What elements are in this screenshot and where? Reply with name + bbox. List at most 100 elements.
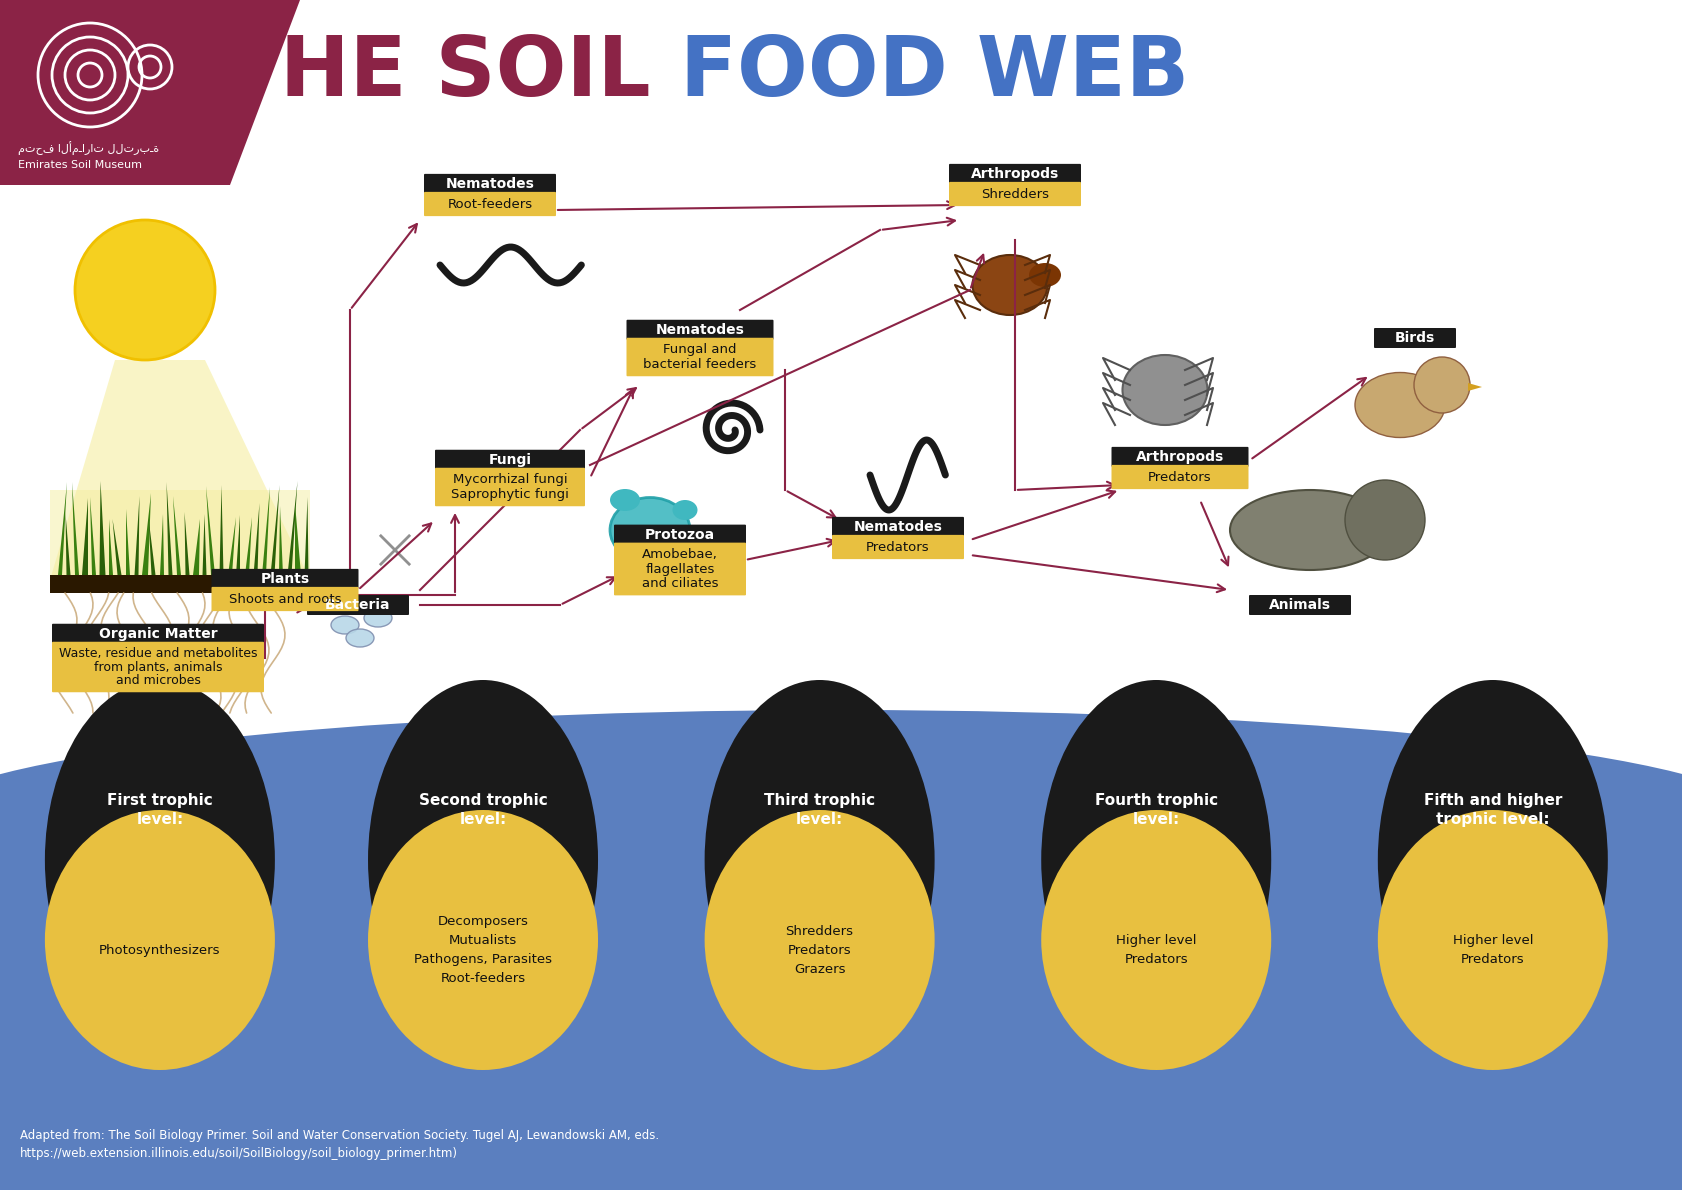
Polygon shape [113,519,121,575]
Polygon shape [205,486,215,575]
Polygon shape [294,503,301,575]
Polygon shape [0,0,299,184]
FancyBboxPatch shape [1373,328,1455,347]
Ellipse shape [368,679,597,1040]
Text: Emirates Soil Museum: Emirates Soil Museum [19,159,141,170]
Text: Organic Matter: Organic Matter [99,627,217,640]
Text: Shredders
Predators
Grazers: Shredders Predators Grazers [785,925,853,976]
Text: Fungi: Fungi [488,452,532,466]
Polygon shape [141,493,151,575]
Polygon shape [50,361,309,580]
Polygon shape [135,496,140,575]
Polygon shape [262,487,269,575]
Polygon shape [227,516,235,575]
Ellipse shape [705,679,934,1040]
Polygon shape [89,497,96,575]
Polygon shape [304,497,308,575]
Circle shape [76,220,215,361]
FancyBboxPatch shape [52,624,264,644]
Text: Protozoa: Protozoa [644,527,715,541]
Text: Arthropods: Arthropods [1135,450,1223,464]
Text: متحف الأمـارات للتربـة: متحف الأمـارات للتربـة [19,140,160,155]
FancyBboxPatch shape [831,534,964,559]
Polygon shape [1467,383,1482,392]
Polygon shape [237,515,241,575]
FancyBboxPatch shape [831,516,964,537]
FancyBboxPatch shape [50,575,309,593]
Polygon shape [72,482,79,575]
FancyBboxPatch shape [949,164,1080,184]
Polygon shape [109,519,113,575]
FancyBboxPatch shape [424,192,555,217]
Text: Third trophic
level:: Third trophic level: [764,793,875,827]
Ellipse shape [363,609,392,627]
Text: Bacteria: Bacteria [325,599,390,612]
Text: Higher level
Predators: Higher level Predators [1115,934,1196,966]
Text: Second trophic
level:: Second trophic level: [419,793,547,827]
Ellipse shape [1041,810,1270,1070]
Text: Animals: Animals [1268,599,1330,612]
Ellipse shape [1354,372,1445,438]
Text: Adapted from: The Soil Biology Primer. Soil and Water Conservation Society. Tuge: Adapted from: The Soil Biology Primer. S… [20,1129,659,1160]
Text: FOOD WEB: FOOD WEB [680,31,1189,113]
Polygon shape [193,519,200,575]
Circle shape [1413,357,1468,413]
FancyBboxPatch shape [949,182,1080,206]
Polygon shape [185,512,190,575]
Text: Nematodes: Nematodes [853,520,942,534]
Text: Nematodes: Nematodes [656,322,743,337]
Ellipse shape [609,489,639,511]
Polygon shape [288,481,298,575]
Text: and ciliates: and ciliates [641,577,718,590]
Text: Amobebae,: Amobebae, [641,549,718,562]
Text: Waste, residue and metabolites: Waste, residue and metabolites [59,647,257,660]
Ellipse shape [1028,263,1060,287]
Text: Predators: Predators [866,540,928,553]
Ellipse shape [0,710,1682,931]
Polygon shape [50,490,309,580]
Polygon shape [57,482,67,575]
Text: Arthropods: Arthropods [971,167,1058,181]
Text: Plants: Plants [261,572,309,585]
FancyBboxPatch shape [614,525,745,545]
FancyBboxPatch shape [1110,465,1248,489]
Text: Shoots and roots: Shoots and roots [229,593,341,606]
Ellipse shape [972,255,1046,315]
Ellipse shape [368,810,597,1070]
Ellipse shape [45,679,274,1040]
FancyBboxPatch shape [424,174,555,194]
Text: and microbes: and microbes [116,674,200,687]
Text: Fungal and: Fungal and [663,344,737,356]
Polygon shape [219,486,224,575]
Text: Fifth and higher
trophic level:: Fifth and higher trophic level: [1423,793,1561,827]
FancyBboxPatch shape [626,338,774,376]
FancyBboxPatch shape [1248,595,1351,615]
FancyBboxPatch shape [434,468,585,506]
Text: from plants, animals: from plants, animals [94,660,222,674]
Ellipse shape [1122,355,1206,425]
Polygon shape [126,509,130,575]
Ellipse shape [705,810,934,1070]
Text: Predators: Predators [1147,470,1211,483]
FancyBboxPatch shape [614,543,745,595]
Text: Root-feeders: Root-feeders [447,198,532,211]
Text: Higher level
Predators: Higher level Predators [1452,934,1532,966]
FancyBboxPatch shape [0,820,1682,1190]
FancyBboxPatch shape [434,450,585,470]
Text: Nematodes: Nematodes [446,177,535,190]
Text: Photosynthesizers: Photosynthesizers [99,944,220,957]
Polygon shape [173,496,182,575]
Ellipse shape [1230,490,1389,570]
Text: First trophic
level:: First trophic level: [108,793,212,827]
Text: Birds: Birds [1394,331,1435,345]
Polygon shape [271,486,279,575]
Text: flagellates: flagellates [644,563,715,576]
Text: Mycorrhizal fungi: Mycorrhizal fungi [452,474,567,487]
Polygon shape [82,497,89,575]
Circle shape [1344,480,1425,560]
FancyBboxPatch shape [306,595,409,615]
Text: Saprophytic fungi: Saprophytic fungi [451,488,569,501]
Text: Shredders: Shredders [981,188,1048,200]
Polygon shape [160,514,163,575]
Ellipse shape [1378,810,1606,1070]
